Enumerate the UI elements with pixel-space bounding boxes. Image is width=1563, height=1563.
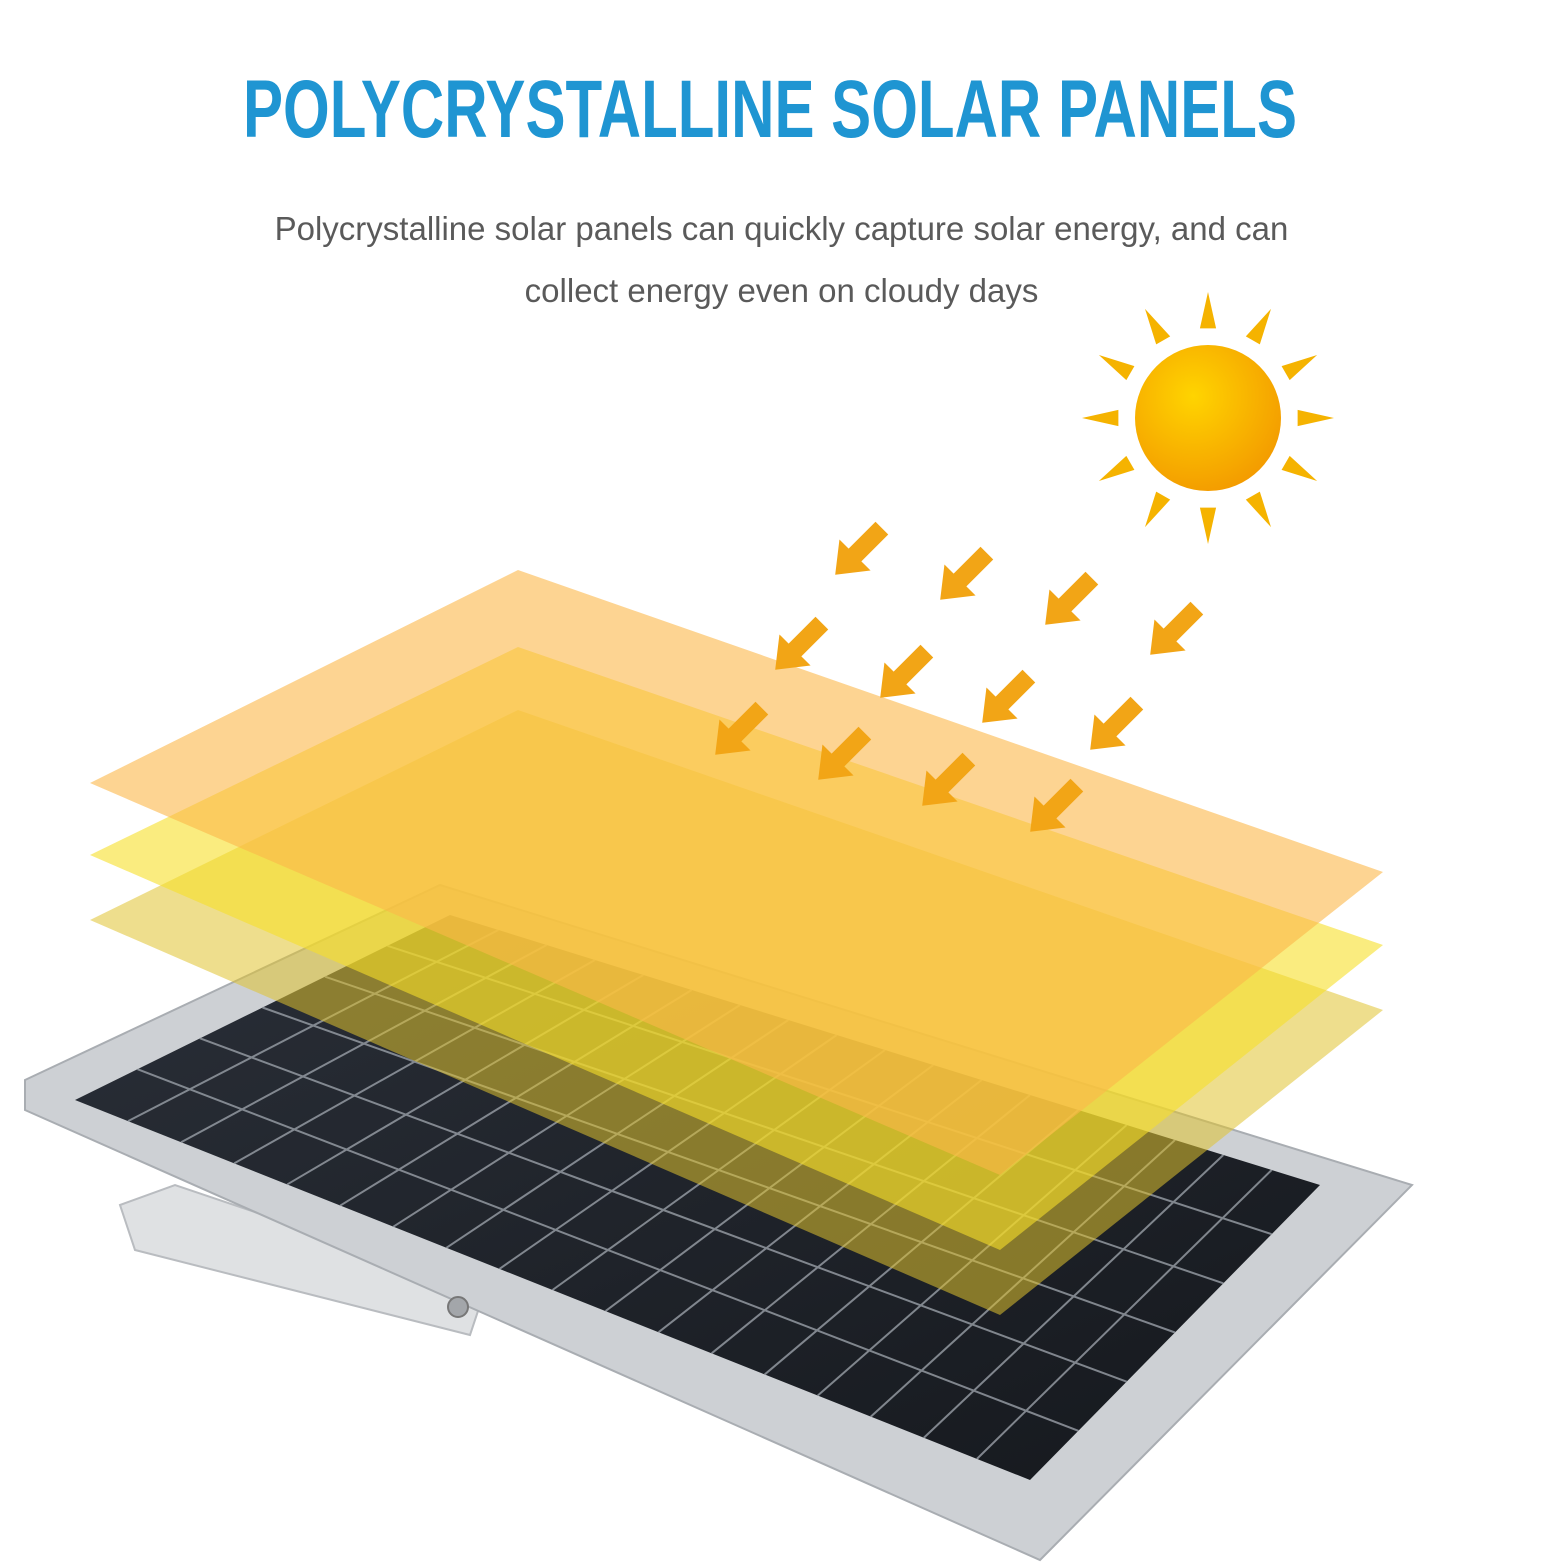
arrow-icon <box>1090 696 1144 750</box>
arrow-icon <box>880 644 934 698</box>
stand-bolt <box>447 1296 469 1318</box>
arrow-icon <box>1150 601 1204 655</box>
arrow-icon <box>922 752 976 806</box>
sun-ray <box>1245 308 1271 345</box>
cell-line <box>923 1154 1225 1439</box>
description-line-1: Polycrystalline solar panels can quickly… <box>274 210 1289 247</box>
sun-ray <box>1098 355 1135 381</box>
sun-ray <box>1199 507 1217 544</box>
film-layer-top <box>90 570 1383 1175</box>
arrow-icon <box>982 669 1036 723</box>
arrow-icon <box>1045 571 1099 625</box>
sun-ray <box>1098 455 1135 481</box>
description-line-2: collect energy even on cloudy days <box>524 272 1039 309</box>
sun-ray <box>1082 409 1119 427</box>
sun-ray <box>1281 455 1318 481</box>
sun-icon <box>1082 292 1334 544</box>
sunlight-arrows <box>715 521 1204 832</box>
sun-ray <box>1145 308 1171 345</box>
arrow-icon <box>715 701 769 755</box>
sun-ray <box>1199 292 1217 329</box>
sun-ray <box>1245 491 1271 528</box>
panel-stand <box>118 1183 487 1337</box>
arrow-icon <box>940 546 994 600</box>
sun-ray <box>1145 491 1171 528</box>
arrow-icon <box>1030 778 1084 832</box>
arrow-icon <box>835 521 889 575</box>
sun-ray <box>1297 409 1334 427</box>
arrow-icon <box>818 726 872 780</box>
arrow-icon <box>775 616 829 670</box>
page-title: POLYCRYSTALLINE SOLAR PANELS <box>243 64 1297 155</box>
sun-ray <box>1281 355 1318 381</box>
cell-line <box>976 1169 1273 1460</box>
